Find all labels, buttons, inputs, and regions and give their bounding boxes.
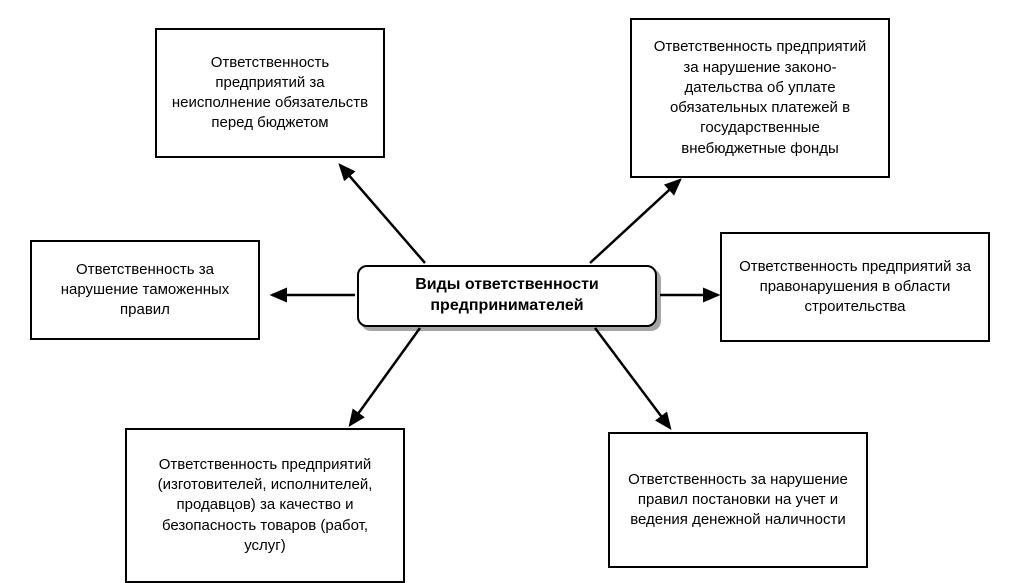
edge-5 [595, 328, 670, 428]
edge-1 [590, 180, 680, 263]
node-mid-left: Ответственность за нарушение таможенных … [30, 240, 260, 340]
node-bottom-left: Ответственность предприятий (изготовител… [125, 428, 405, 583]
node-text: Ответственность за нарушение правил пост… [624, 470, 852, 531]
center-node: Виды ответственности предпринимателей [357, 265, 657, 327]
node-top-right: Ответственность предприятий за нарушение… [630, 18, 890, 178]
node-mid-right: Ответственность предприятий за правонару… [720, 232, 990, 342]
node-text: Ответственность предприятий за правонару… [736, 257, 974, 318]
edge-0 [340, 165, 425, 263]
node-top-left: Ответственность предприятий за неисполне… [155, 28, 385, 158]
node-bottom-right: Ответственность за нарушение правил пост… [608, 432, 868, 568]
node-text: Ответственность за нарушение таможенных … [46, 260, 244, 321]
node-text: Ответственность предприятий (изготовител… [141, 455, 389, 556]
center-node-text: Виды ответственности предпринимателей [377, 275, 637, 317]
node-text: Ответственность предприятий за нарушение… [646, 37, 874, 159]
edge-4 [350, 328, 420, 425]
node-text: Ответственность предприятий за неисполне… [171, 53, 369, 134]
